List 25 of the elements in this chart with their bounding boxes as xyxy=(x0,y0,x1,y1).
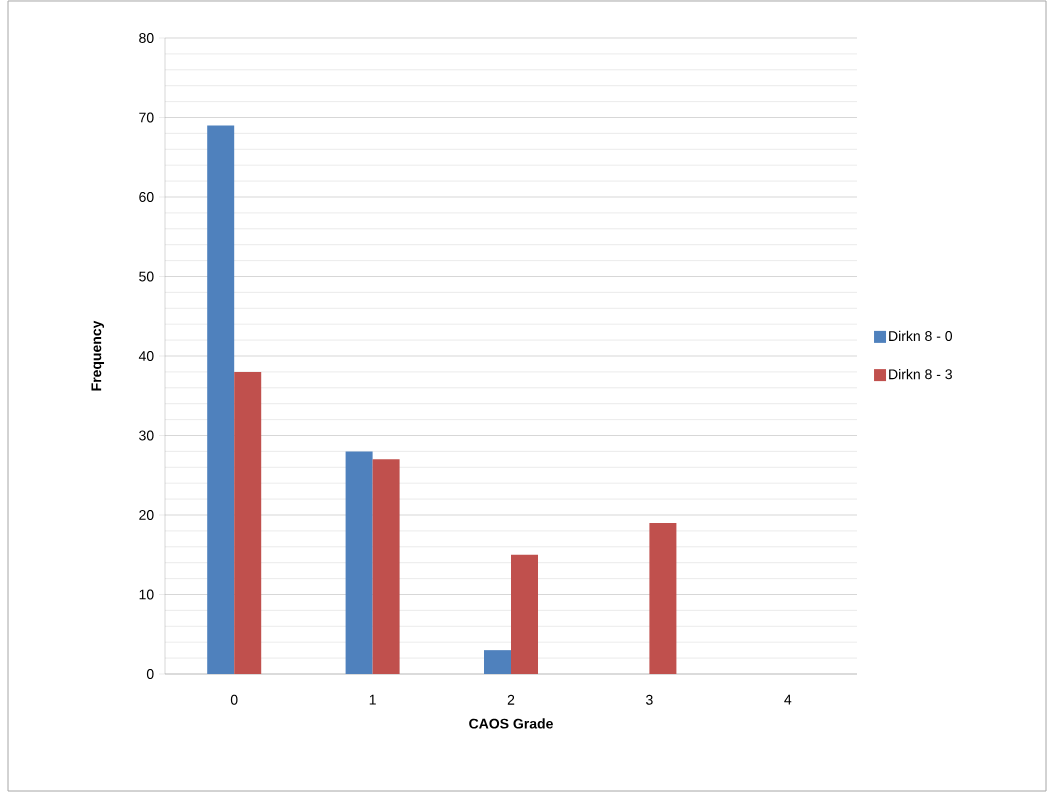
bar xyxy=(372,459,400,674)
y-axis-title: Frequency xyxy=(91,320,105,391)
y-tick-label: 60 xyxy=(139,192,154,202)
bar xyxy=(207,125,235,674)
x-tick-label: 2 xyxy=(507,694,515,705)
y-tick-label: 70 xyxy=(139,112,154,123)
y-tick-label: 50 xyxy=(139,271,154,282)
y-tick-label: 40 xyxy=(138,351,154,361)
x-tick-label: 4 xyxy=(784,694,792,705)
legend-label: Dirkn 8 - 3 xyxy=(889,369,952,380)
bar xyxy=(649,522,677,674)
x-tick-label: 0 xyxy=(230,694,238,705)
legend-label: Dirkn 8 - 0 xyxy=(889,330,953,342)
y-tick-label: 30 xyxy=(139,430,154,441)
bar xyxy=(345,451,373,674)
x-axis-title: CAOS Grade xyxy=(469,718,553,729)
y-tick-label: 20 xyxy=(139,510,154,520)
y-tick-label: 80 xyxy=(139,33,154,43)
x-tick-label: 3 xyxy=(646,694,653,705)
bar xyxy=(511,554,538,674)
y-tick-label: 10 xyxy=(139,589,154,600)
y-tick-label: 0 xyxy=(146,669,154,679)
x-tick-label: 1 xyxy=(369,694,376,705)
bar xyxy=(484,650,511,674)
bar xyxy=(234,371,262,674)
